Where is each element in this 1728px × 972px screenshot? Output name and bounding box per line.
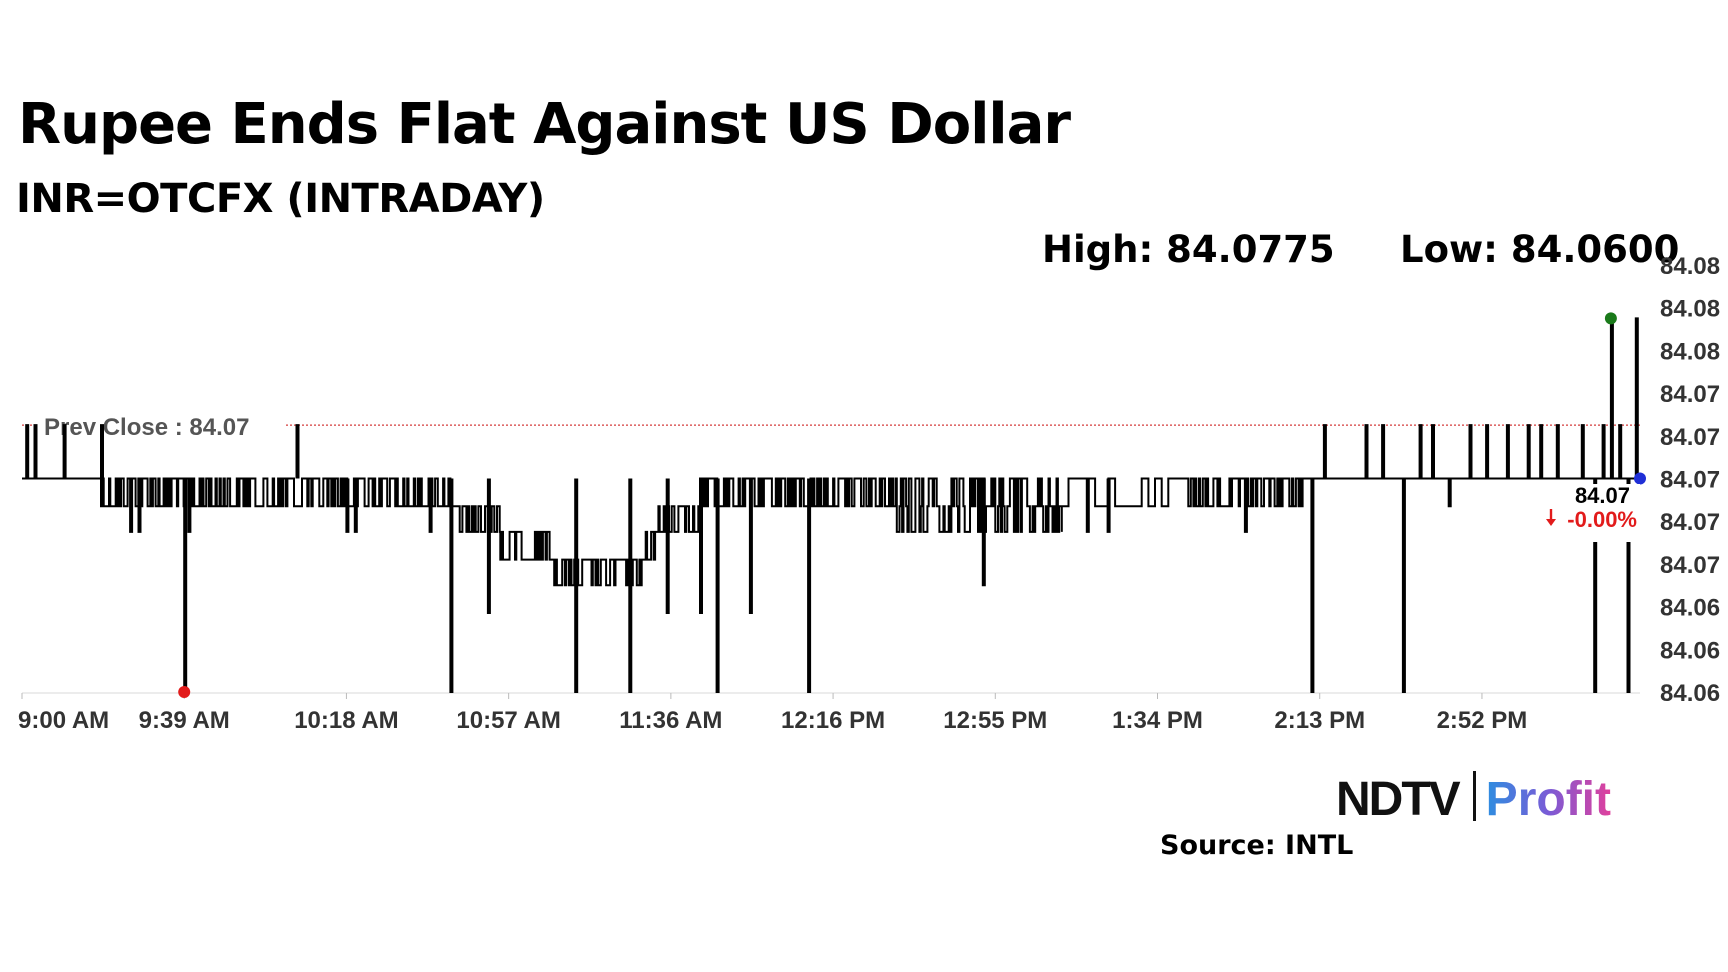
y-tick-label: 84.06: [1660, 595, 1720, 622]
y-tick-label: 84.07: [1660, 381, 1720, 408]
last-marker: [1634, 472, 1646, 485]
x-tick-label: 9:00 AM: [18, 707, 109, 734]
y-tick-label: 84.06: [1660, 637, 1720, 664]
x-tick-label: 12:16 PM: [781, 707, 885, 734]
last-label-bg: [1568, 484, 1640, 542]
y-axis: 84.08 84.08 84.08 84.07 84.07 84.07 84.07 84.07…: [1660, 253, 1720, 707]
y-tick-label: 84.07: [1660, 467, 1720, 494]
y-tick-label: 84.07: [1660, 424, 1720, 451]
y-tick-label: 84.06: [1660, 680, 1720, 707]
chart-title: Rupee Ends Flat Against US Dollar: [18, 92, 1071, 157]
last-price-label: 84.07: [1575, 483, 1630, 508]
ndtv-profit-logo: NDTV Profit: [1336, 771, 1611, 827]
y-tick-label: 84.07: [1660, 552, 1720, 579]
logo-product: Profit: [1485, 773, 1611, 826]
y-tick-label: 84.08: [1660, 253, 1720, 280]
prev-close-group: Prev Close : 84.07: [22, 407, 1640, 442]
price-series: [22, 317, 1640, 693]
last-price-label-group: 84.07-0.00%: [1546, 483, 1640, 542]
low-marker: [178, 686, 191, 698]
y-tick-label: 84.07: [1660, 509, 1720, 536]
change-label: -0.00%: [1567, 507, 1637, 532]
x-tick-label: 12:55 PM: [943, 707, 1047, 734]
logo-brand: NDTV: [1336, 773, 1461, 826]
x-axis: 9:00 AM 9:39 AM 10:18 AM 10:57 AM 11:36 AM 12…: [18, 692, 1640, 734]
source-text: Source: INTL: [1160, 830, 1354, 861]
markers: [178, 312, 1646, 698]
x-tick-label: 10:57 AM: [456, 707, 560, 734]
prev-close-label-bg: [38, 407, 284, 442]
prev-close-label: Prev Close : 84.07: [44, 414, 249, 441]
logo-separator: [1472, 771, 1476, 822]
x-tick-label: 10:18 AM: [294, 707, 398, 734]
x-tick-label: 1:34 PM: [1112, 707, 1203, 734]
x-tick-label: 2:52 PM: [1437, 707, 1528, 734]
x-tick-label: 9:39 AM: [139, 707, 230, 734]
price-line: [22, 317, 1640, 693]
high-value: High: 84.0775: [1042, 228, 1335, 271]
down-arrow-head: [1546, 519, 1556, 526]
x-tick-label: 11:36 AM: [619, 707, 722, 734]
x-tick-label: 2:13 PM: [1274, 707, 1365, 734]
high-marker: [1604, 312, 1617, 325]
low-value: Low: 84.0600: [1400, 228, 1680, 271]
chart-subtitle: INR=OTCFX (INTRADAY): [16, 176, 545, 222]
y-tick-label: 84.08: [1660, 338, 1720, 365]
y-tick-label: 84.08: [1660, 296, 1720, 323]
